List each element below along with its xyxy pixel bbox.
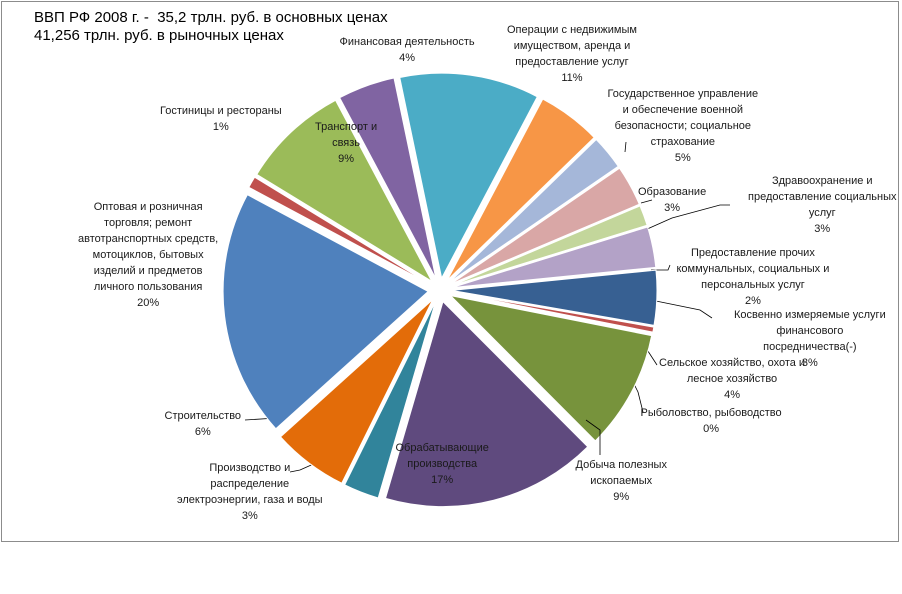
slice-label-14: Гостиницы и рестораны 1%	[160, 103, 282, 135]
slice-percent-6: 3%	[801, 357, 818, 369]
slice-label-8-line-0: Рыболовство, рыбоводство	[640, 407, 782, 419]
slice-label-7-line-0: Сельское хозяйство, охота и	[659, 357, 806, 369]
slice-label-5-line-2: персональных услуг	[701, 279, 805, 291]
slice-label-9-line-0: Добыча полезных	[575, 459, 667, 471]
slice-label-1-line-0: Операции с недвижимым	[507, 24, 637, 36]
pie-slice-13	[222, 194, 429, 430]
slice-label-13-line-1: торговля; ремонт	[104, 217, 193, 229]
leader-line-4	[644, 204, 730, 231]
slice-label-12: Строительство 6%	[165, 408, 242, 440]
slice-label-2-line-3: страхование	[650, 136, 716, 148]
slice-label-12-line-0: Строительство	[164, 410, 242, 422]
slice-label-11-line-1: распределение	[210, 478, 290, 490]
slice-percent-1: 11%	[561, 72, 583, 84]
chart-title-line-1: ВВП РФ 2008 г. - 35,2 трлн. руб. в основ…	[34, 9, 388, 26]
pie-slice-2	[446, 98, 595, 281]
slice-percent-5: 2%	[744, 295, 761, 307]
pie-slice-12	[279, 299, 434, 484]
slice-label-15-line-0: Транспорт и	[315, 121, 378, 133]
slice-label-2-line-0: Государственное управление	[607, 88, 759, 100]
leader-line-2	[624, 141, 627, 153]
slice-label-1-line-2: предоставление услуг	[515, 56, 629, 68]
slice-label-15: Транспорт и связь 9%	[315, 119, 377, 167]
slice-label-11-line-2: электроэнергии, газа и воды	[177, 494, 323, 506]
slice-label-13: Оптовая и розничная торговля; ремонт автот…	[78, 199, 218, 311]
slice-label-11-line-0: Производство и	[209, 462, 291, 474]
pie-slice-10	[384, 300, 589, 508]
slice-label-13-line-3: мотоциклов, бытовых	[92, 249, 204, 261]
slice-label-6-line-0: Косвенно измеряемые услуги	[734, 309, 886, 321]
pie-slice-7	[451, 269, 658, 326]
slice-percent-8: 0%	[703, 423, 720, 435]
slice-label-13-line-2: автотранспортных средств,	[78, 233, 219, 245]
slice-label-2-line-2: безопасности; социальное	[614, 120, 752, 132]
slice-label-10-line-1: производства	[407, 458, 478, 470]
slice-label-14-line-0: Гостиницы и рестораны	[160, 105, 282, 117]
pie-slice-1	[399, 72, 538, 280]
slice-percent-9: 9%	[613, 491, 630, 503]
leader-line-5	[651, 264, 671, 271]
slice-label-4-line-0: Здравоохранение и	[771, 175, 873, 187]
slice-label-6-line-1: финансового	[776, 325, 844, 337]
slice-label-9: Добыча полезных ископаемых 9%	[576, 457, 667, 505]
slice-label-2-line-1: и обеспечение военной	[622, 104, 744, 116]
slice-label-3-line-0: Образование	[638, 186, 707, 198]
pie-slice-5	[451, 205, 648, 287]
slice-label-5-line-1: коммунальных, социальных и	[676, 263, 830, 275]
slice-percent-2: 5%	[674, 152, 691, 164]
chart-title-line-2: 41,256 трлн. руб. в рыночных ценах	[34, 27, 284, 44]
slice-label-5-line-0: Предоставление прочих	[691, 247, 815, 259]
slice-label-0-line-0: Финансовая деятельность	[339, 36, 475, 48]
slice-percent-15: 9%	[338, 153, 354, 165]
slice-percent-10: 17%	[431, 474, 454, 486]
slice-label-4-line-1: предоставление социальных	[748, 191, 897, 203]
pie-slice-11	[343, 300, 437, 499]
pie-slice-6	[451, 226, 657, 289]
slice-percent-12: 6%	[194, 426, 211, 438]
slice-label-1-line-1: имуществом, аренда и	[513, 40, 631, 52]
slice-label-13-line-5: личного пользования	[93, 281, 203, 293]
slice-label-4: Здравоохранение и предоставление социальн…	[748, 173, 896, 237]
slice-label-3: Образование 3%	[638, 184, 706, 216]
slice-percent-3: 3%	[664, 202, 681, 214]
slice-label-8: Рыболовство, рыбоводство 0%	[641, 405, 782, 437]
slice-label-10: Обрабатывающие производства 17%	[396, 440, 489, 488]
slice-percent-14: 1%	[212, 121, 229, 133]
slice-label-11: Производство и распределение электроэнерги…	[177, 460, 323, 524]
slice-percent-7: 4%	[724, 389, 740, 401]
slice-label-5: Предоставление прочих коммунальных, социа…	[677, 245, 830, 309]
slice-label-13-line-4: изделий и предметов	[93, 265, 203, 277]
pie-slice-15	[256, 99, 434, 283]
slice-percent-0: 4%	[399, 52, 416, 64]
slice-label-0: Финансовая деятельность 4%	[340, 34, 475, 66]
pie-slice-8	[451, 291, 655, 333]
pie-slice-9	[449, 294, 653, 442]
leader-line-9	[585, 419, 601, 455]
slice-label-6-line-2: посредничества(-)	[763, 341, 857, 353]
slice-label-15-line-1: связь	[332, 137, 361, 149]
slice-label-4-line-2: услуг	[808, 207, 836, 219]
leader-line-3	[640, 199, 653, 204]
slice-percent-13: 20%	[137, 297, 160, 309]
slice-label-9-line-1: ископаемых	[590, 475, 653, 487]
slice-label-7: Сельское хозяйство, охота и лесное хозяйс…	[659, 355, 805, 403]
slice-label-1: Операции с недвижимым имуществом, аренда …	[507, 22, 637, 86]
slice-percent-4: 3%	[814, 223, 831, 235]
slice-label-6: Косвенно измеряемые услуги финансового пос…	[734, 307, 886, 371]
pie-slice-0	[338, 77, 437, 279]
slice-label-2: Государственное управление и обеспечение …	[608, 86, 759, 166]
pie-slice-4	[450, 167, 640, 285]
slice-label-7-line-1: лесное хозяйство	[686, 373, 778, 385]
pie-slice-3	[448, 138, 619, 283]
leader-line-6	[650, 299, 713, 319]
slice-percent-11: 3%	[241, 510, 258, 522]
slice-label-13-line-0: Оптовая и розничная	[93, 201, 203, 213]
slice-label-10-line-0: Обрабатывающие	[395, 442, 489, 454]
pie-slice-14	[248, 176, 430, 285]
